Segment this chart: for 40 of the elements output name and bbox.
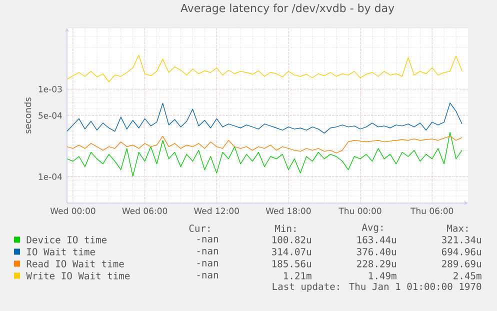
y-tick-label: 5e-04 bbox=[38, 112, 62, 119]
x-tick-label: Wed 06:00 bbox=[122, 208, 168, 214]
text: 314.07u bbox=[272, 248, 311, 256]
x-tick-label: Wed 18:00 bbox=[266, 208, 311, 214]
text: -nan bbox=[197, 236, 218, 242]
text: 2.45m bbox=[454, 272, 482, 280]
legend-label: Read IO Wait time bbox=[26, 260, 124, 268]
x-tick-label: Wed 00:00 bbox=[50, 208, 96, 214]
y-tick-label: 1e-03 bbox=[38, 86, 62, 92]
text: 289.69u bbox=[442, 260, 481, 268]
line-series bbox=[67, 54, 462, 82]
text: -nan bbox=[197, 272, 218, 278]
line-series bbox=[67, 132, 462, 177]
text: 1.49m bbox=[369, 272, 396, 280]
legend-label: Write IO Wait time bbox=[26, 272, 130, 280]
text: -nan bbox=[197, 248, 218, 254]
x-tick-label: Thu 06:00 bbox=[410, 208, 454, 214]
text: 100.82u bbox=[272, 236, 311, 244]
chart-title: Average latency for /dev/xvdb - by day bbox=[180, 4, 394, 14]
text: -nan bbox=[197, 260, 218, 266]
text: Last update: Thu Jan 1 01:00:00 1970 bbox=[272, 282, 482, 292]
x-tick-label: Thu 00:00 bbox=[338, 208, 382, 214]
text: Cur: bbox=[189, 224, 210, 232]
legend-label: IO Wait time bbox=[27, 248, 95, 256]
text: 1.21m bbox=[284, 272, 312, 280]
text: 163.44u bbox=[358, 236, 396, 244]
y-tick-label: 1e-04 bbox=[38, 173, 62, 180]
text: 376.40u bbox=[356, 248, 396, 256]
line-series bbox=[67, 102, 462, 134]
x-tick-label: Wed 12:00 bbox=[194, 208, 239, 214]
text: 694.96u bbox=[442, 248, 481, 256]
text: Avg: bbox=[362, 224, 382, 233]
line-series bbox=[67, 136, 462, 154]
text: 228.29u bbox=[357, 260, 396, 268]
text: Min: bbox=[275, 224, 296, 232]
text: 185.56u bbox=[272, 260, 311, 268]
text: Max: bbox=[447, 224, 468, 232]
y-axis-title: seconds bbox=[24, 98, 32, 134]
legend-label: Device IO time bbox=[26, 236, 107, 244]
text: 321.34u bbox=[442, 236, 481, 244]
